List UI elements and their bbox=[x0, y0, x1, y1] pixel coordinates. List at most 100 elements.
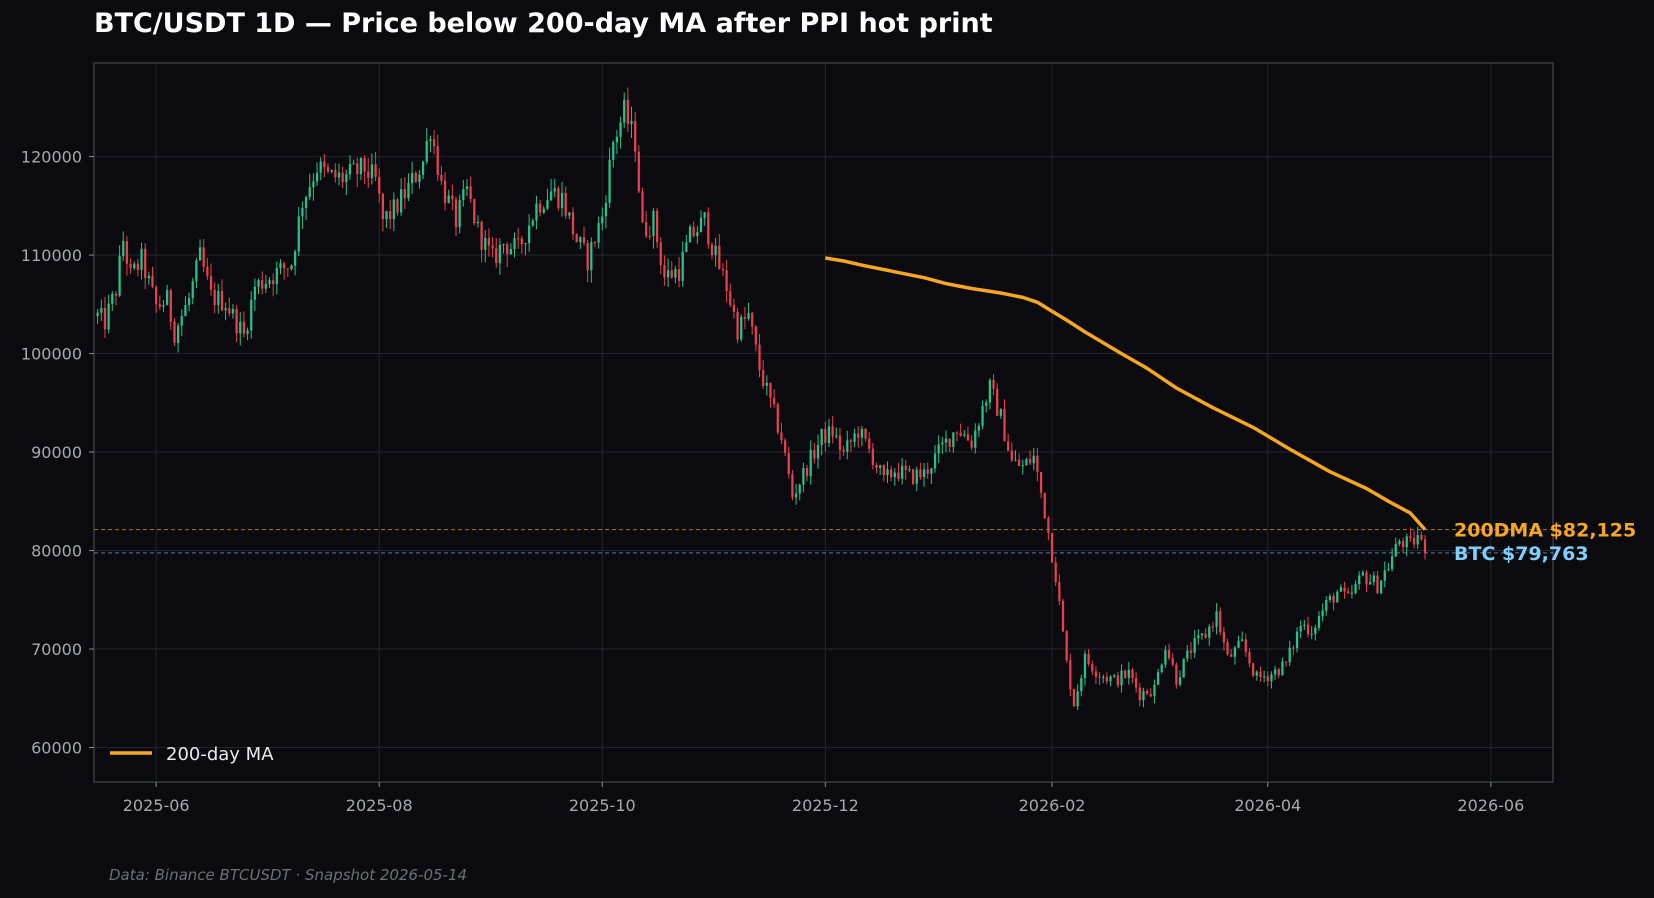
candle-down bbox=[955, 432, 959, 434]
candle-up bbox=[988, 380, 992, 403]
candle-down bbox=[1149, 693, 1152, 697]
candle-up bbox=[1372, 575, 1375, 583]
candle-up bbox=[1215, 611, 1218, 627]
candle-up bbox=[407, 183, 410, 199]
candle-up bbox=[549, 191, 553, 201]
candle-up bbox=[941, 442, 944, 445]
y-tick-label: 120000 bbox=[21, 148, 82, 167]
candle-up bbox=[597, 223, 600, 243]
candle-down bbox=[729, 291, 732, 305]
candle-up bbox=[509, 249, 512, 255]
candle-down bbox=[396, 199, 399, 213]
candle-up bbox=[308, 187, 311, 197]
candle-down bbox=[1401, 541, 1405, 548]
candle-up bbox=[985, 402, 988, 406]
candle-down bbox=[637, 151, 640, 192]
x-tick-label: 2025-08 bbox=[346, 796, 413, 815]
candle-down bbox=[1204, 633, 1207, 638]
candle-down bbox=[103, 307, 107, 330]
candle-up bbox=[999, 409, 1002, 416]
candle-down bbox=[663, 265, 666, 278]
candle-down bbox=[283, 263, 286, 269]
candle-down bbox=[1091, 664, 1094, 672]
plot-area bbox=[93, 62, 1554, 783]
candle-up bbox=[425, 140, 428, 162]
candle-down bbox=[725, 270, 728, 292]
candle-down bbox=[432, 139, 436, 147]
candle-up bbox=[140, 248, 143, 270]
candle-down bbox=[783, 440, 787, 453]
candle-up bbox=[279, 263, 282, 269]
candle-down bbox=[129, 263, 132, 269]
candle-up bbox=[703, 212, 706, 218]
candle-up bbox=[794, 493, 798, 498]
candle-up bbox=[740, 316, 743, 340]
candle-up bbox=[1182, 658, 1185, 678]
candle-down bbox=[677, 269, 681, 281]
candle-up bbox=[542, 208, 545, 213]
candle-up bbox=[1350, 592, 1354, 594]
candle-up bbox=[568, 212, 571, 216]
candle-down bbox=[1252, 663, 1255, 676]
candle-down bbox=[718, 245, 721, 269]
candle-down bbox=[1284, 661, 1288, 663]
candle-up bbox=[133, 263, 136, 269]
candle-down bbox=[169, 290, 172, 322]
candle-down bbox=[1226, 642, 1229, 655]
candle-down bbox=[367, 171, 370, 178]
candle-up bbox=[1233, 647, 1237, 657]
candle-up bbox=[1383, 570, 1386, 581]
candle-up bbox=[246, 330, 249, 334]
candle-up bbox=[1387, 568, 1390, 571]
y-tick-label: 60000 bbox=[31, 739, 82, 758]
candle-up bbox=[1014, 459, 1017, 461]
candle-up bbox=[1354, 584, 1357, 593]
candle-down bbox=[487, 237, 491, 246]
candle-up bbox=[1032, 455, 1035, 464]
candle-up bbox=[107, 303, 110, 330]
candle-up bbox=[370, 164, 374, 178]
candle-up bbox=[1361, 572, 1364, 576]
candle-up bbox=[502, 244, 505, 246]
candle-up bbox=[1241, 639, 1244, 641]
candle-up bbox=[264, 283, 267, 289]
candle-up bbox=[612, 142, 615, 160]
candle-down bbox=[1175, 664, 1178, 685]
candle-down bbox=[754, 326, 757, 345]
candle-down bbox=[670, 270, 673, 278]
candle-up bbox=[1208, 626, 1211, 638]
candle-up bbox=[816, 445, 820, 459]
candle-down bbox=[919, 469, 922, 477]
candle-up bbox=[604, 202, 608, 217]
candle-up bbox=[590, 242, 593, 271]
candle-down bbox=[557, 188, 560, 208]
candle-up bbox=[1310, 633, 1313, 635]
candle-down bbox=[517, 238, 520, 240]
candle-up bbox=[257, 280, 260, 287]
candle-down bbox=[151, 275, 154, 287]
candle-up bbox=[290, 265, 293, 270]
x-tick-label: 2025-10 bbox=[569, 796, 636, 815]
candle-down bbox=[992, 380, 995, 389]
candle-down bbox=[1423, 539, 1427, 553]
candle-up bbox=[1255, 671, 1258, 676]
candle-up bbox=[1405, 536, 1408, 548]
candle-down bbox=[209, 276, 213, 290]
candle-up bbox=[809, 449, 812, 477]
candle-up bbox=[513, 238, 516, 250]
candle-up bbox=[180, 316, 183, 326]
candle-down bbox=[228, 308, 231, 314]
candle-down bbox=[648, 235, 651, 237]
candle-up bbox=[528, 225, 531, 244]
candle-up bbox=[915, 469, 918, 484]
candle-up bbox=[195, 260, 198, 282]
candle-down bbox=[381, 193, 385, 220]
candle-up bbox=[253, 286, 257, 300]
candle-up bbox=[1102, 676, 1105, 678]
candle-down bbox=[1043, 492, 1046, 519]
candle-up bbox=[981, 405, 984, 426]
y-tick-label: 110000 bbox=[21, 246, 82, 265]
candle-up bbox=[1317, 616, 1321, 628]
candle-up bbox=[224, 308, 227, 311]
candle-down bbox=[213, 289, 216, 305]
